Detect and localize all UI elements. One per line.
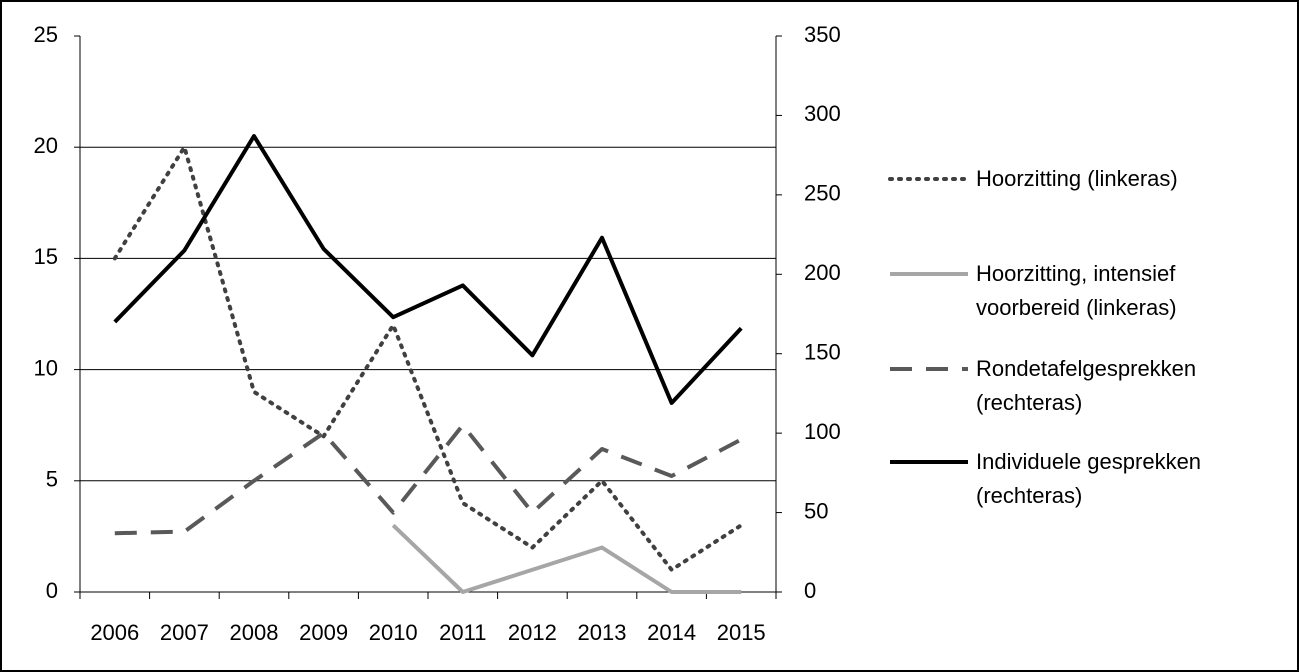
legend-swatch (890, 367, 968, 371)
y-tick-label: 20 (34, 133, 58, 158)
legend-swatch (890, 272, 968, 276)
y-tick-label: 25 (34, 22, 58, 47)
y-tick-label: 0 (46, 578, 58, 603)
y2-tick-label: 50 (804, 498, 828, 523)
x-tick-label: 2011 (439, 620, 486, 645)
series-line (112, 145, 744, 572)
y2-tick-label: 300 (804, 101, 841, 126)
legend-label: Hoorzitting, intensief voorbereid (linke… (976, 261, 1177, 320)
legend-swatch (888, 177, 968, 181)
legend-label: Hoorzitting (linkeras) (976, 166, 1178, 191)
x-tick-label: 2012 (508, 620, 557, 645)
y2-tick-label: 200 (804, 260, 841, 285)
y2-tick-label: 100 (804, 419, 841, 444)
x-tick-label: 2013 (578, 620, 627, 645)
y-tick-label: 5 (46, 467, 58, 492)
legend-label: Individuele gesprekken (rechteras) (976, 449, 1202, 508)
series-line (113, 134, 743, 405)
legend-label: Rondetafelgesprekken (rechteras) (976, 356, 1197, 415)
legend-swatch (890, 460, 968, 464)
x-tick-label: 2009 (299, 620, 348, 645)
x-tick-label: 2008 (230, 620, 279, 645)
y2-tick-label: 0 (804, 578, 816, 603)
series-line (114, 423, 743, 536)
y-tick-label: 10 (34, 355, 58, 380)
x-tick-label: 2015 (717, 620, 766, 645)
y2-tick-label: 150 (804, 340, 841, 365)
series-line (391, 523, 742, 594)
x-tick-label: 2010 (369, 620, 418, 645)
x-tick-label: 2006 (90, 620, 139, 645)
x-tick-label: 2007 (160, 620, 209, 645)
y2-tick-label: 250 (804, 181, 841, 206)
x-tick-label: 2014 (647, 620, 696, 645)
y-tick-label: 15 (34, 244, 58, 269)
y2-tick-label: 350 (804, 22, 841, 47)
